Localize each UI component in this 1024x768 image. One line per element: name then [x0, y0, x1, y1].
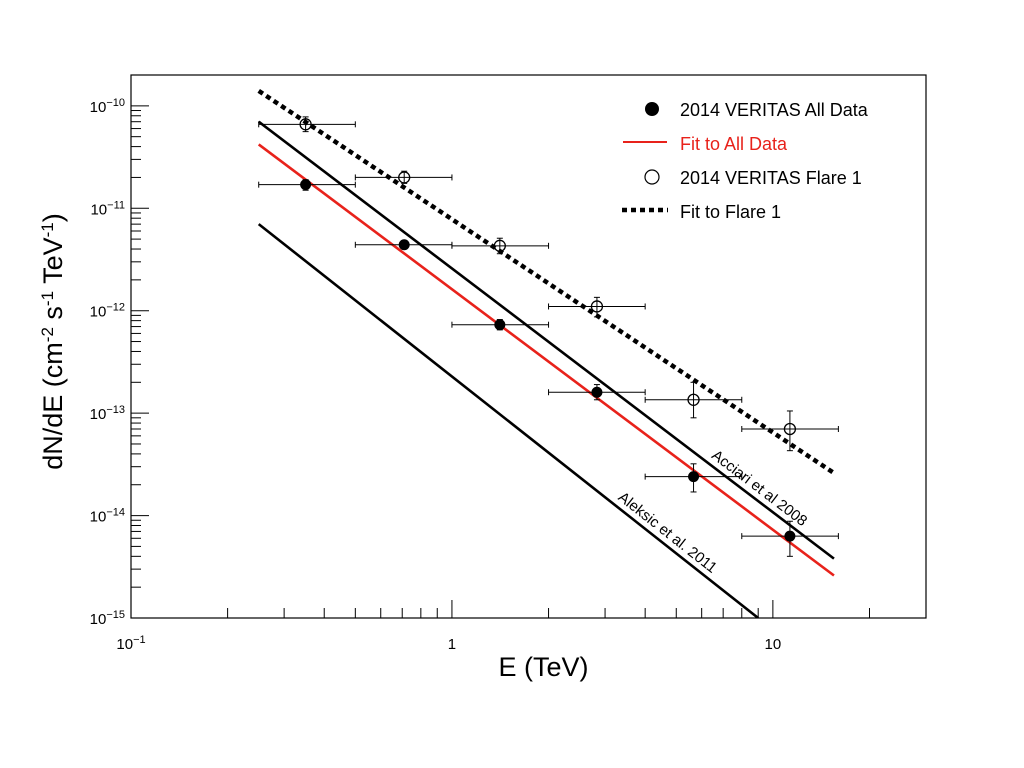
- 2014-veritas-flare-1-point: [398, 171, 411, 184]
- legend-2014-veritas-all-data-label: 2014 VERITAS All Data: [680, 100, 869, 120]
- 2014-veritas-all-data-point-group: [741, 520, 839, 557]
- x-tick-label-exp: −1: [133, 634, 146, 646]
- y-axis-title-exp1: -2: [38, 327, 57, 342]
- y-axis-title-base: dN/dE (cm: [38, 342, 68, 470]
- y-tick-label-base: 10: [90, 509, 107, 526]
- y-tick-label-exp: −14: [106, 507, 125, 519]
- y-tick-label-base: 10: [90, 611, 107, 628]
- 2014-veritas-all-data-point-group: [548, 384, 646, 401]
- y-tick-label-base: 10: [90, 99, 107, 116]
- y-tick-label-base: 10: [90, 304, 107, 321]
- y-tick-label: 10−13: [90, 404, 125, 423]
- x-axis-title: E (TeV): [498, 652, 588, 682]
- plot-frame: [130, 74, 927, 619]
- y-tick-label: 10−12: [90, 302, 125, 321]
- x-tick-label-base: 10: [765, 636, 782, 653]
- y-axis-title-mid1: s: [38, 306, 68, 327]
- legend-2014-veritas-flare-1-symbol: [644, 169, 660, 185]
- 2014-veritas-flare-1-point: [783, 422, 797, 436]
- y-tick-label-exp: −12: [106, 302, 125, 314]
- legend-fit-to-flare-1: Fit to Flare 1: [622, 202, 781, 222]
- y-axis-title-exp3: -1: [38, 222, 57, 237]
- legend-2014-veritas-flare-1: 2014 VERITAS Flare 1: [644, 168, 862, 188]
- y-tick-label: 10−10: [90, 97, 125, 116]
- legend: 2014 VERITAS All Data Fit to All Data 2014…: [622, 100, 869, 222]
- 2014-veritas-flare-1-point: [299, 118, 312, 131]
- 2014-veritas-flare-1-point-group: [258, 116, 356, 133]
- legend-2014-veritas-flare-1-label: 2014 VERITAS Flare 1: [680, 168, 862, 188]
- x-tick-label-base: 1: [448, 636, 456, 653]
- 2014-veritas-flare-1-point: [687, 393, 700, 406]
- 2014-veritas-all-data-point: [398, 239, 410, 251]
- x-tick-label-base: 10: [116, 636, 133, 653]
- x-tick-label: 10−1: [116, 634, 145, 653]
- 2014-veritas-flare-1-point-group: [548, 296, 646, 318]
- y-tick-label-exp: −13: [106, 404, 125, 416]
- acciari-et-al-2008-line: [257, 120, 835, 560]
- 2014-veritas-all-data-point: [688, 471, 700, 483]
- plot-area: [257, 88, 839, 618]
- 2014-veritas-flare-1-point-group: [354, 170, 453, 184]
- x-tick-label: 1: [448, 636, 456, 653]
- y-tick-label-exp: −15: [106, 609, 125, 621]
- 2014-veritas-all-data-point: [591, 386, 603, 398]
- y-tick-label-base: 10: [90, 406, 107, 423]
- 2014-veritas-flare-1-point-group: [451, 237, 550, 255]
- y-tick-label: 10−14: [90, 507, 125, 526]
- legend-fit-to-all-data-label: Fit to All Data: [680, 134, 788, 154]
- 2014-veritas-flare-1-point: [493, 239, 506, 252]
- 2014-veritas-all-data-point: [784, 530, 796, 542]
- 2014-veritas-flare-1-point-group: [741, 410, 839, 452]
- y-tick-label-exp: −10: [106, 97, 125, 109]
- 2014-veritas-all-data-point-group: [354, 239, 453, 251]
- legend-2014-veritas-all-data: 2014 VERITAS All Data: [645, 100, 869, 120]
- y-axis-title-end: ): [38, 213, 68, 222]
- 2014-veritas-all-data-point-group: [258, 179, 356, 191]
- 2014-veritas-all-data-point-group: [451, 319, 550, 331]
- y-tick-label-exp: −11: [107, 199, 125, 211]
- y-tick-label-base: 10: [90, 201, 107, 218]
- fit-to-flare-1-line: [257, 88, 836, 475]
- legend-2014-veritas-all-data-symbol: [645, 102, 659, 116]
- 2014-veritas-all-data-point: [300, 179, 312, 191]
- y-axis-title: dN/dE (cm-2 s-1 TeV-1): [38, 213, 69, 469]
- y-tick-label: 10−15: [90, 609, 125, 628]
- 2014-veritas-flare-1-point-group: [644, 381, 743, 419]
- y-axis-title-mid2: TeV: [38, 237, 68, 291]
- aleksic-et-al-2011-line: [257, 223, 759, 618]
- 2014-veritas-all-data-point-group: [644, 463, 743, 493]
- y-tick-label: 10−11: [90, 199, 125, 218]
- axis-ticks: [130, 74, 927, 619]
- axis-titles: E (TeV) dN/dE (cm-2 s-1 TeV-1): [38, 213, 589, 682]
- y-axis-title-exp2: -1: [38, 291, 57, 306]
- legend-fit-to-all-data: Fit to All Data: [623, 134, 788, 154]
- 2014-veritas-flare-1-point: [590, 300, 604, 313]
- x-tick-label: 10: [765, 636, 782, 653]
- 2014-veritas-all-data-point: [494, 319, 506, 331]
- legend-fit-to-flare-1-label: Fit to Flare 1: [680, 202, 781, 222]
- fit-to-all-data-line: [257, 143, 835, 577]
